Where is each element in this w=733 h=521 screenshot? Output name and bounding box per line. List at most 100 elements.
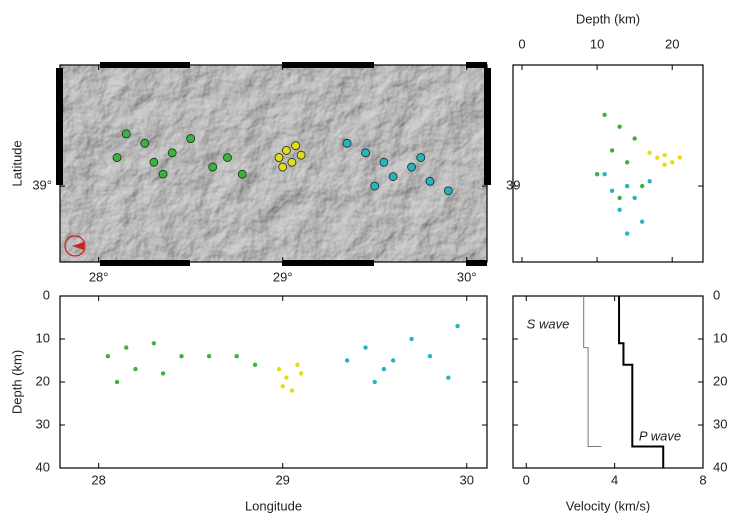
y-tick-label: 30 [713, 416, 727, 431]
event-point [124, 345, 128, 349]
event-point [115, 380, 119, 384]
event-point [363, 345, 367, 349]
event-point [647, 179, 651, 183]
event-point [284, 376, 288, 380]
event-point [444, 187, 452, 195]
event-point [595, 172, 599, 176]
event-point [632, 196, 636, 200]
event-point [602, 113, 606, 117]
x-axis-label: Depth (km) [576, 11, 640, 26]
event-point [295, 363, 299, 367]
event-point [292, 142, 300, 150]
event-point [389, 173, 397, 181]
event-point [662, 153, 666, 157]
event-point [159, 170, 167, 178]
y-tick-label: 20 [36, 373, 50, 388]
event-point [275, 154, 283, 162]
plot-frame [60, 296, 487, 468]
event-point [371, 182, 379, 190]
event-point [207, 354, 211, 358]
x-axis-label: Velocity (km/s) [566, 498, 651, 513]
x-tick-label: 30° [457, 269, 477, 284]
x-tick-label: 29° [273, 269, 293, 284]
event-point [288, 158, 296, 166]
event-point [122, 130, 130, 138]
event-point [141, 139, 149, 147]
event-point [187, 135, 195, 143]
event-point [625, 231, 629, 235]
event-point [297, 151, 305, 159]
event-point [632, 136, 636, 140]
y-tick-label: 40 [713, 459, 727, 474]
event-point [426, 177, 434, 185]
event-point [625, 184, 629, 188]
event-point [362, 149, 370, 157]
event-point [345, 358, 349, 362]
x-tick-label: 20 [665, 36, 679, 51]
x-tick-label: 30 [460, 472, 474, 487]
x-tick-label: 0 [523, 472, 530, 487]
annotation: S wave [527, 316, 570, 331]
event-point [343, 139, 351, 147]
y-tick-label: 40 [36, 459, 50, 474]
event-point [617, 196, 621, 200]
event-point [290, 388, 294, 392]
event-point [279, 163, 287, 171]
event-point [625, 160, 629, 164]
event-point [281, 384, 285, 388]
event-point [223, 154, 231, 162]
event-point [282, 146, 290, 154]
event-point [662, 162, 666, 166]
event-point [391, 358, 395, 362]
relief-map [60, 65, 487, 262]
event-point [617, 208, 621, 212]
y-axis-label: Depth (km) [9, 350, 24, 414]
plot-frame [513, 65, 703, 262]
event-point [446, 376, 450, 380]
event-point [253, 363, 257, 367]
x-axis-label: Longitude [245, 498, 302, 513]
event-point [234, 354, 238, 358]
event-point [168, 149, 176, 157]
x-tick-label: 4 [611, 472, 618, 487]
x-tick-label: 29 [275, 472, 289, 487]
event-point [106, 354, 110, 358]
y-tick-label: 39 [506, 177, 520, 192]
x-tick-label: 28 [91, 472, 105, 487]
event-point [209, 163, 217, 171]
event-point [409, 337, 413, 341]
event-point [670, 160, 674, 164]
event-point [238, 170, 246, 178]
event-point [150, 158, 158, 166]
y-axis-label: Latitude [9, 140, 24, 186]
annotation: P wave [639, 428, 681, 443]
event-point [382, 367, 386, 371]
y-tick-label: 39° [32, 177, 52, 192]
event-point [602, 172, 606, 176]
velocity-line [584, 296, 602, 447]
event-point [161, 371, 165, 375]
event-point [640, 184, 644, 188]
event-point [113, 154, 121, 162]
event-point [655, 155, 659, 159]
x-tick-label: 8 [699, 472, 706, 487]
event-point [408, 163, 416, 171]
figure: 28°29°30°39°Latitude0102039Depth (km)282… [0, 0, 733, 521]
event-point [277, 367, 281, 371]
event-point [617, 125, 621, 129]
event-point [417, 154, 425, 162]
event-point [610, 148, 614, 152]
y-tick-label: 10 [713, 330, 727, 345]
event-point [380, 158, 388, 166]
y-tick-label: 0 [43, 287, 50, 302]
event-point [640, 219, 644, 223]
x-tick-label: 0 [518, 36, 525, 51]
y-tick-label: 20 [713, 373, 727, 388]
event-point [133, 367, 137, 371]
event-point [678, 155, 682, 159]
event-point [179, 354, 183, 358]
event-point [428, 354, 432, 358]
event-point [373, 380, 377, 384]
event-point [647, 151, 651, 155]
x-tick-label: 10 [590, 36, 604, 51]
